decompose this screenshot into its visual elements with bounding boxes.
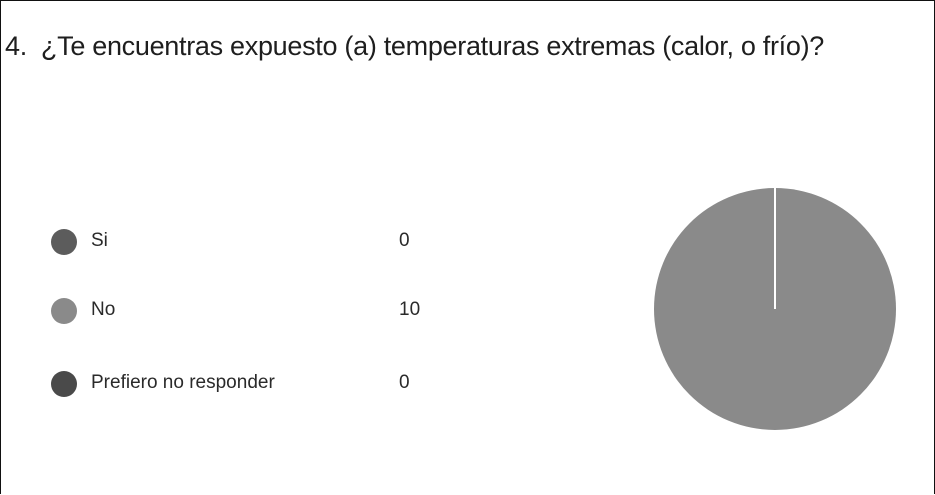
legend-swatch-si [51, 229, 77, 255]
legend-swatch-no [51, 298, 77, 324]
legend-swatch-prefiero-no-responder [51, 371, 77, 397]
question-text: ¿Te encuentras expuesto (a) temperaturas… [40, 31, 824, 61]
legend-label-no: No [91, 299, 116, 320]
legend-label-si: Si [91, 230, 108, 251]
legend-item-prefiero-no-responder: Prefiero no responder 0 [51, 368, 451, 398]
legend-label-prefiero-no-responder: Prefiero no responder [91, 372, 275, 393]
legend-item-si: Si 0 [51, 226, 451, 256]
question-number: 4. [5, 31, 27, 61]
question-title: 4. ¿Te encuentras expuesto (a) temperatur… [5, 31, 824, 62]
legend-count-no: 10 [399, 299, 421, 320]
legend-count-prefiero-no-responder: 0 [399, 372, 410, 393]
legend-count-si: 0 [399, 230, 410, 251]
legend-item-no: No 10 [51, 295, 451, 325]
